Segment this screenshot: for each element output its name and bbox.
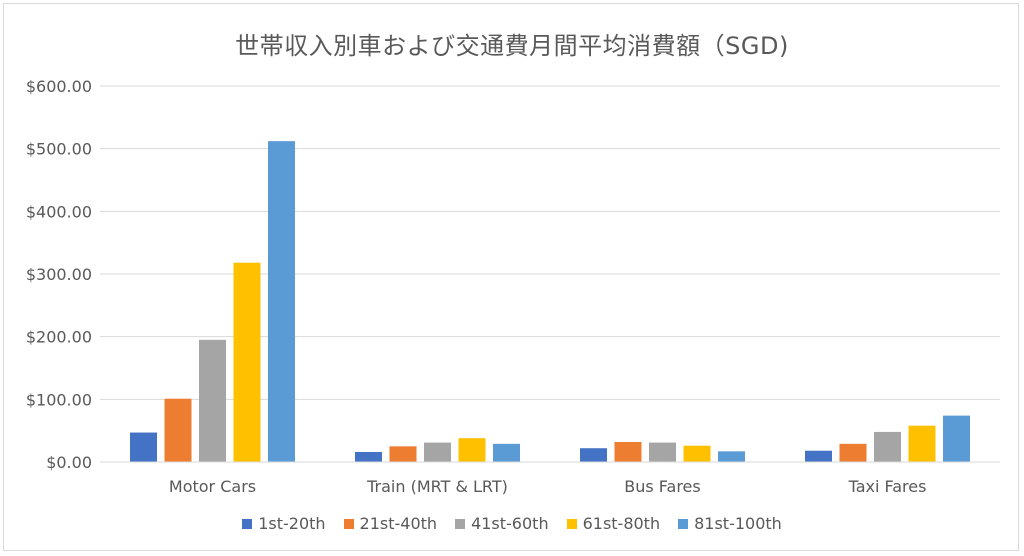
bar-81st-100th-0 <box>268 141 295 462</box>
bar-41st-60th-1 <box>424 442 451 462</box>
bar-61st-80th-0 <box>233 262 261 462</box>
bar-21st-40th-3 <box>839 443 867 462</box>
bar-1st-20th-0 <box>130 432 157 462</box>
bar-61st-80th-3 <box>908 425 936 462</box>
x-category-label: Bus Fares <box>624 477 700 496</box>
bar-41st-60th-2 <box>649 442 676 462</box>
y-tick-label: $0.00 <box>46 453 92 472</box>
bar-81st-100th-3 <box>943 415 970 462</box>
legend-label: 61st-80th <box>582 514 661 533</box>
bar-41st-60th-0 <box>199 339 226 462</box>
bar-1st-20th-1 <box>355 451 382 462</box>
legend-swatch <box>455 518 466 529</box>
legend-item: 21st-40th <box>343 514 438 533</box>
bar-61st-80th-2 <box>683 445 711 462</box>
legend-swatch <box>242 518 253 529</box>
legend-label: 1st-20th <box>258 514 326 533</box>
bar-1st-20th-3 <box>805 450 832 462</box>
bar-21st-40th-1 <box>389 446 417 462</box>
bar-41st-60th-3 <box>874 431 901 462</box>
bar-1st-20th-2 <box>580 448 607 462</box>
legend-item: 61st-80th <box>566 514 661 533</box>
legend: 1st-20th 21st-40th 41st-60th 61st-80th 81st-… <box>0 514 1024 533</box>
y-tick-label: $100.00 <box>26 390 92 409</box>
y-tick-label: $300.00 <box>26 265 92 284</box>
y-tick-label: $400.00 <box>26 202 92 221</box>
legend-label: 21st-40th <box>359 514 438 533</box>
y-tick-label: $600.00 <box>26 77 92 96</box>
bar-21st-40th-2 <box>614 441 642 462</box>
legend-item: 81st-100th <box>678 514 782 533</box>
bar-81st-100th-1 <box>493 443 520 462</box>
chart-title: 世帯収入別車および交通費月間平均消費額（SGD) <box>235 32 789 60</box>
legend-swatch <box>343 518 354 529</box>
legend-item: 1st-20th <box>242 514 326 533</box>
x-category-label: Train (MRT & LRT) <box>366 477 508 496</box>
legend-swatch <box>678 518 689 529</box>
legend-label: 41st-60th <box>471 514 549 533</box>
bar-61st-80th-1 <box>458 438 486 462</box>
legend-label: 81st-100th <box>694 514 782 533</box>
x-category-label: Taxi Fares <box>848 477 927 496</box>
legend-item: 41st-60th <box>455 514 549 533</box>
bar-81st-100th-2 <box>718 451 745 462</box>
x-category-label: Motor Cars <box>169 477 256 496</box>
y-tick-label: $200.00 <box>26 328 92 347</box>
y-tick-label: $500.00 <box>26 140 92 159</box>
bar-21st-40th-0 <box>164 398 192 462</box>
legend-swatch <box>566 518 577 529</box>
